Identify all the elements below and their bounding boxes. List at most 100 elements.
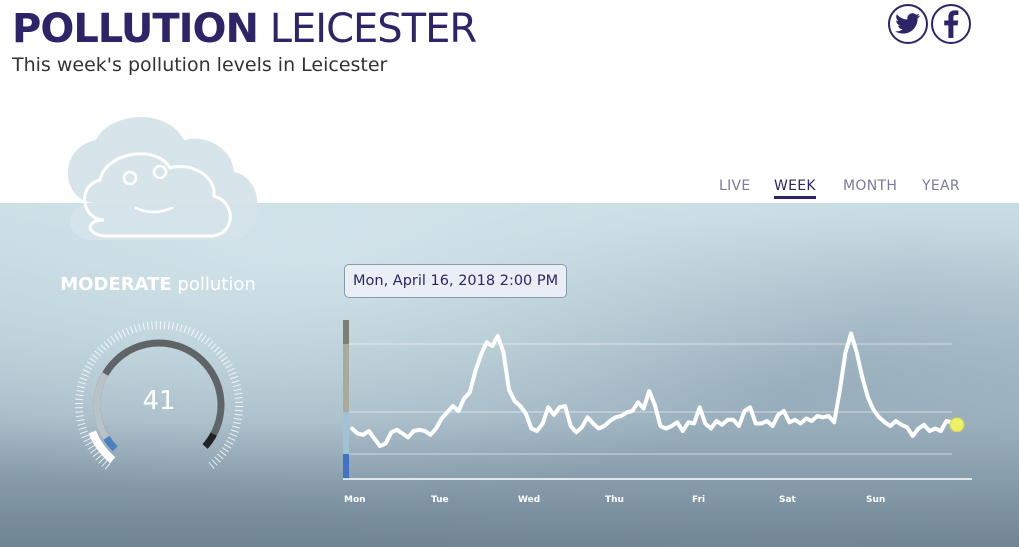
gauge-tick <box>77 422 86 426</box>
gauge-tick <box>216 349 223 356</box>
tab-year[interactable]: YEAR <box>922 178 960 194</box>
gauge-base <box>88 430 116 464</box>
pollution-suffix: pollution <box>177 274 256 295</box>
gauge-tick <box>233 388 242 391</box>
gauge-tick <box>83 437 91 443</box>
gauge-tick <box>218 352 226 359</box>
gauge-tick <box>163 321 166 330</box>
gauge-tick <box>125 327 130 336</box>
gauge-tick <box>187 326 191 335</box>
gauge-tick <box>216 453 224 460</box>
gauge-tick <box>76 419 85 422</box>
gauge-tick <box>229 433 238 437</box>
gauge-tick <box>87 444 95 450</box>
gauge-tick <box>194 330 199 339</box>
x-tick-label: Thu <box>605 495 624 505</box>
gauge-tick <box>86 361 95 367</box>
gauge-tick <box>103 341 110 348</box>
gauge-tick <box>142 322 145 331</box>
twitter-button[interactable] <box>888 4 928 44</box>
gauge-tick <box>230 375 239 380</box>
gauge-tick <box>179 324 183 333</box>
gauge-tick <box>97 347 104 354</box>
gauge-tick <box>104 462 111 470</box>
title-light: LEICESTER <box>269 6 477 52</box>
gauge-tick <box>101 460 108 467</box>
gauge-tick <box>231 425 240 429</box>
gauge-tick <box>227 436 236 441</box>
gauge-tick <box>225 440 234 445</box>
gauge-tick <box>79 377 88 381</box>
pollution-line <box>350 331 954 448</box>
tab-live[interactable]: LIVE <box>719 178 751 194</box>
gauge-tick <box>183 325 187 334</box>
gauge-tick <box>129 325 134 334</box>
pollution-line-chart[interactable]: Mon Tue Wed Thu Fri Sat Sun <box>338 316 978 516</box>
gauge-tick <box>230 429 239 433</box>
gauge-tick <box>221 447 229 453</box>
tab-week[interactable]: WEEK <box>774 178 816 199</box>
gauge-tick <box>117 331 123 339</box>
gauge-tick <box>151 321 153 330</box>
x-tick-label: Sun <box>866 495 885 505</box>
gauge-value: 41 <box>142 386 176 416</box>
gauge-tick <box>146 321 149 330</box>
gauge-tick <box>234 397 243 399</box>
gauge-tick <box>214 456 221 463</box>
pollution-status: MODERATE pollution <box>0 274 316 295</box>
datetime-tooltip: Mon, April 16, 2018 2:00 PM <box>344 264 568 298</box>
twitter-icon <box>895 13 921 34</box>
gauge-tick <box>106 338 113 346</box>
gauge-tick <box>211 459 218 466</box>
gauge-tick <box>228 371 237 376</box>
gauge-tick <box>234 392 243 395</box>
x-tick-label: Tue <box>431 495 449 505</box>
facebook-button[interactable] <box>931 4 971 44</box>
gauge-end <box>202 432 217 449</box>
x-tick-label: Wed <box>518 495 540 505</box>
gauge-tick <box>110 335 116 344</box>
gauge-tick <box>197 332 203 341</box>
gauge-tick <box>80 373 89 377</box>
gauge-accent <box>103 435 118 452</box>
gauge-tick <box>78 426 87 431</box>
gauge-tick <box>75 394 84 397</box>
gauge-tick <box>84 365 93 370</box>
gauge-tick <box>81 434 90 439</box>
gauge-tick <box>175 323 179 332</box>
title-bold: POLLUTION <box>12 6 259 52</box>
current-value-marker[interactable] <box>949 417 965 433</box>
gauge-tick <box>133 324 138 333</box>
gauge-tick <box>94 350 102 357</box>
gauge-tick <box>79 430 88 435</box>
gauge-tick <box>171 322 175 331</box>
pollution-gauge <box>75 321 243 470</box>
gauge-tick <box>91 354 99 360</box>
gauge-tick <box>100 344 107 351</box>
gauge-tick <box>114 333 120 341</box>
page-subtitle: This week's pollution levels in Leiceste… <box>12 54 388 76</box>
x-tick-label: Mon <box>344 495 366 505</box>
gauge-tick <box>219 450 227 456</box>
scale-band-high <box>343 344 349 412</box>
gauge-tick <box>201 335 207 343</box>
gauge-tick <box>231 379 240 384</box>
gauge-tick <box>227 367 235 373</box>
gauge-tick <box>234 409 243 412</box>
scale-band-very-high <box>343 320 349 344</box>
scale-band-moderate <box>343 412 349 454</box>
gauge-tick <box>207 340 214 348</box>
gauge-tick <box>220 356 229 362</box>
gauge-tick <box>95 454 102 461</box>
gauge-tick <box>77 385 86 389</box>
tab-month[interactable]: MONTH <box>843 178 898 194</box>
gauge-tick <box>232 421 241 425</box>
x-tick-label: Fri <box>692 495 705 505</box>
gauge-tick <box>234 413 243 416</box>
gauge-tick <box>213 346 220 353</box>
gauge-tick <box>78 381 87 385</box>
gauge-tick <box>208 462 215 469</box>
gauge-tick <box>138 323 142 332</box>
facebook-icon <box>944 10 959 38</box>
pollution-level: MODERATE <box>60 274 172 295</box>
